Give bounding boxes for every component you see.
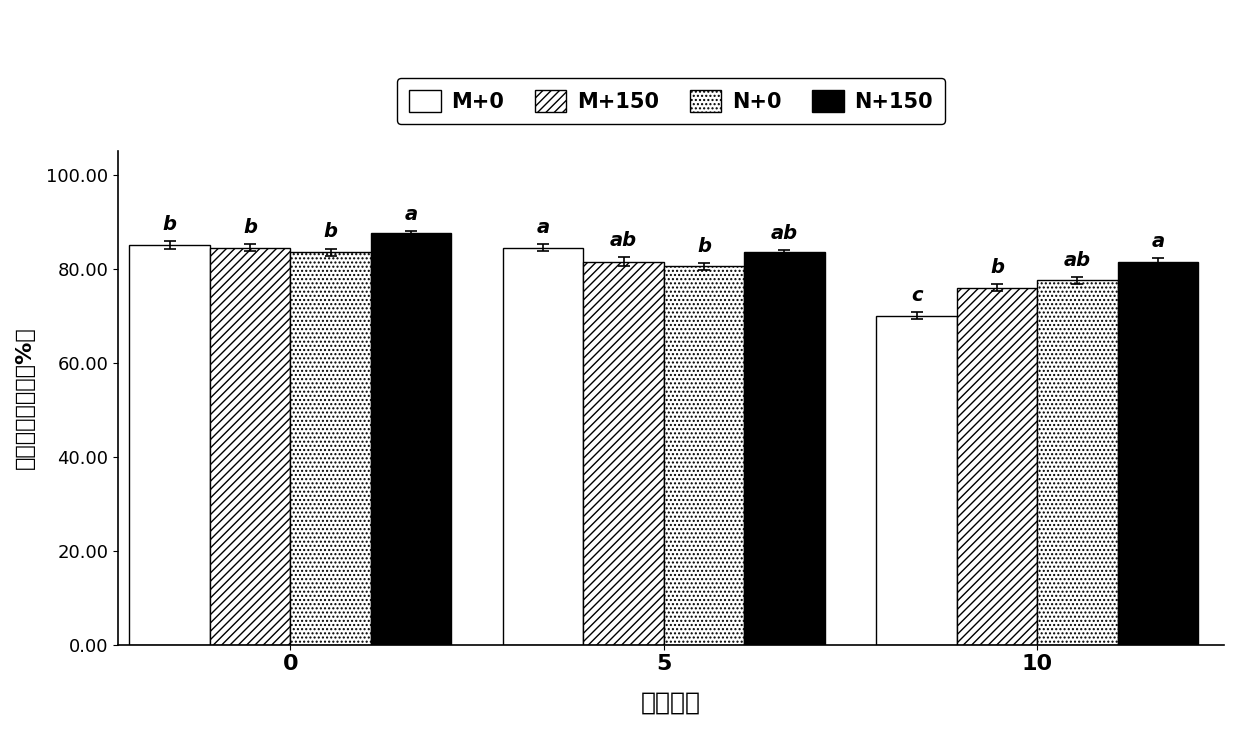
Text: ab: ab (610, 231, 637, 250)
Text: b: b (323, 223, 337, 242)
Bar (370, 234, 451, 645)
Bar (1118, 261, 1198, 645)
Text: a: a (536, 218, 550, 237)
Bar (876, 315, 957, 645)
Text: ab: ab (1064, 250, 1092, 269)
Bar (290, 253, 370, 645)
Text: a: a (1151, 232, 1165, 251)
Bar (664, 266, 745, 645)
Bar (209, 247, 290, 645)
Legend: M+0, M+150, N+0, N+150: M+0, M+150, N+0, N+150 (396, 78, 945, 125)
Text: a: a (404, 205, 418, 224)
Text: c: c (911, 286, 922, 305)
Bar (503, 247, 584, 645)
Text: b: b (990, 258, 1004, 277)
Text: b: b (162, 215, 177, 234)
Bar (584, 261, 664, 645)
Bar (1037, 280, 1118, 645)
Text: b: b (698, 237, 711, 256)
Y-axis label: 叶片相对含水量（%）: 叶片相对含水量（%） (15, 326, 35, 469)
X-axis label: 干旱天数: 干旱天数 (641, 691, 701, 715)
Bar (957, 288, 1037, 645)
Text: ab: ab (771, 224, 798, 243)
Bar (745, 253, 825, 645)
Text: b: b (243, 218, 258, 237)
Bar (129, 245, 209, 645)
